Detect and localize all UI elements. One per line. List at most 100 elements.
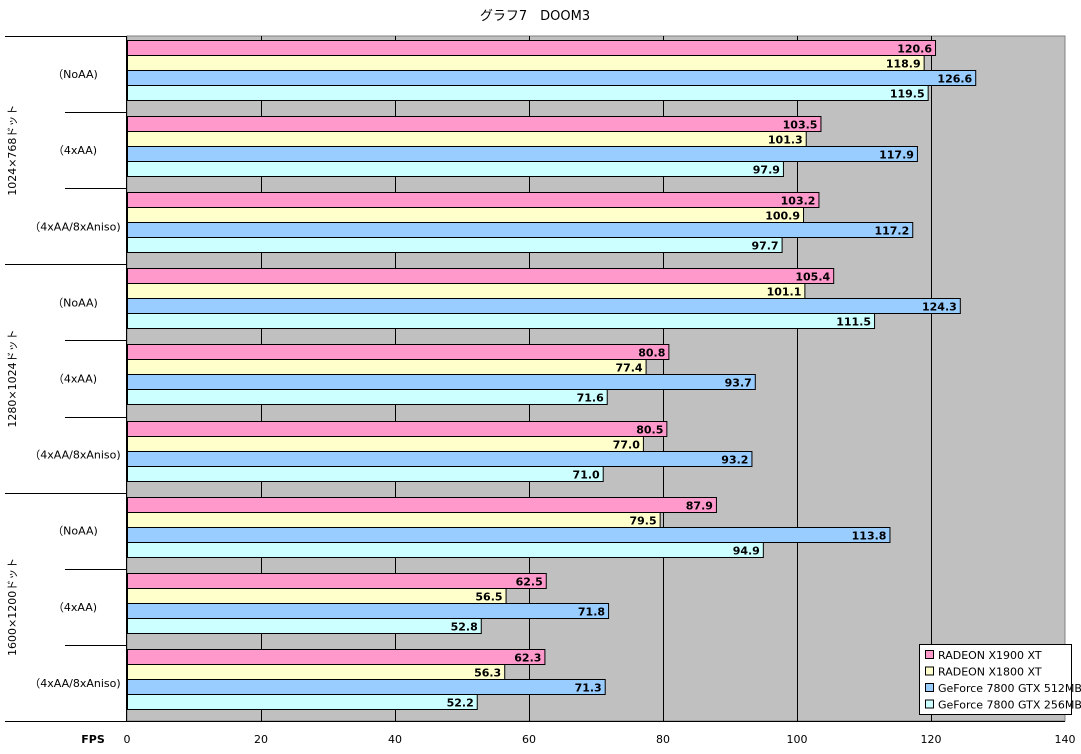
data-label: 120.6 (897, 43, 932, 56)
data-label: 101.3 (768, 134, 803, 147)
bar (127, 237, 783, 253)
category-label: （NoAA) (52, 525, 98, 538)
legend-swatch (925, 666, 934, 676)
data-label: 97.7 (751, 240, 778, 253)
data-label: 93.2 (721, 454, 748, 467)
bar (127, 421, 668, 437)
data-label: 56.5 (475, 591, 502, 604)
bar (127, 694, 478, 710)
bar (127, 283, 806, 299)
bar (127, 85, 929, 101)
data-label: 80.5 (636, 424, 663, 437)
bar (127, 359, 647, 375)
bar (127, 298, 961, 314)
data-label: 113.8 (852, 530, 887, 543)
data-label: 118.9 (886, 58, 921, 71)
bar (127, 603, 610, 619)
bar (127, 512, 661, 528)
data-label: 101.1 (767, 286, 802, 299)
data-label: 71.8 (578, 606, 605, 619)
bar (127, 116, 822, 132)
data-label: 77.4 (615, 362, 642, 375)
category-label: （4xAA) (53, 601, 97, 614)
data-label: 124.3 (922, 301, 957, 314)
legend-entry: GeForce 7800 GTX 256MB (938, 699, 1081, 712)
bar (127, 131, 807, 147)
legend: RADEON X1900 XT RADEON X1800 XT GeForce 78… (919, 644, 1081, 715)
bar (127, 207, 805, 223)
legend-box (919, 644, 1072, 715)
bar (127, 268, 835, 284)
group-label: 1280×1024ドット (6, 329, 19, 427)
bar (127, 664, 506, 680)
bar (127, 40, 937, 56)
category-label: （4xAA/8xAniso) (29, 677, 120, 690)
bar (127, 55, 925, 71)
bar (127, 497, 717, 513)
data-label: 56.3 (474, 667, 501, 680)
data-label: 93.7 (725, 377, 752, 390)
data-label: 77.0 (613, 439, 640, 452)
legend-swatch (925, 683, 934, 692)
data-label: 52.8 (451, 621, 478, 634)
bar (127, 649, 546, 665)
bar (127, 70, 977, 86)
bar (127, 466, 604, 482)
x-tick-label: 60 (522, 733, 536, 746)
bar (127, 573, 547, 589)
group-label: 1600×1200ドット (6, 558, 19, 656)
data-label: 119.5 (890, 88, 925, 101)
legend-swatch (925, 699, 934, 709)
bar (127, 222, 914, 238)
x-tick-label: 0 (124, 733, 131, 746)
bar (127, 146, 918, 162)
bar (127, 542, 764, 558)
category-label: （4xAA) (53, 373, 97, 386)
x-tick-label: 120 (921, 733, 942, 746)
legend-entry: RADEON X1800 XT (938, 666, 1042, 679)
chart-title: グラフ7 DOOM3 (480, 9, 590, 24)
bar (127, 527, 891, 543)
data-label: 79.5 (630, 515, 657, 528)
x-tick-label: 80 (656, 733, 670, 746)
data-label: 117.2 (874, 225, 909, 238)
category-label: （NoAA) (52, 296, 98, 309)
data-label: 71.3 (575, 682, 602, 695)
data-label: 62.3 (514, 652, 541, 665)
bar (127, 588, 507, 604)
data-label: 71.6 (577, 392, 604, 405)
group-label: 1024×768ドット (6, 105, 19, 196)
bar (127, 679, 606, 695)
bar (127, 374, 756, 390)
category-label: （NoAA) (52, 68, 98, 81)
bar (127, 618, 482, 634)
category-label: （4xAA/8xAniso) (29, 449, 120, 462)
x-tick-label: 20 (254, 733, 268, 746)
data-label: 105.4 (795, 271, 830, 284)
legend-swatch (925, 650, 934, 659)
data-label: 71.0 (573, 469, 600, 482)
data-label: 80.8 (638, 347, 665, 360)
data-label: 94.9 (733, 545, 760, 558)
data-label: 111.5 (836, 316, 871, 329)
bar (127, 451, 753, 467)
x-tick-label: 140 (1055, 733, 1076, 746)
x-axis-label: FPS (81, 733, 105, 746)
data-label: 62.5 (516, 576, 543, 589)
data-label: 97.9 (753, 164, 780, 177)
x-tick-label: 100 (787, 733, 808, 746)
bar (127, 161, 784, 177)
legend-entry: GeForce 7800 GTX 512MB (938, 682, 1081, 695)
data-label: 87.9 (686, 500, 713, 513)
legend-entry: RADEON X1900 XT (938, 649, 1042, 662)
data-label: 126.6 (937, 73, 972, 86)
x-tick-label: 40 (388, 733, 402, 746)
data-label: 100.9 (765, 210, 800, 223)
bar (127, 389, 608, 405)
bar (127, 313, 876, 329)
data-label: 52.2 (447, 697, 474, 710)
category-label: （4xAA) (53, 144, 97, 157)
bar (127, 192, 820, 208)
data-label: 103.2 (781, 195, 816, 208)
